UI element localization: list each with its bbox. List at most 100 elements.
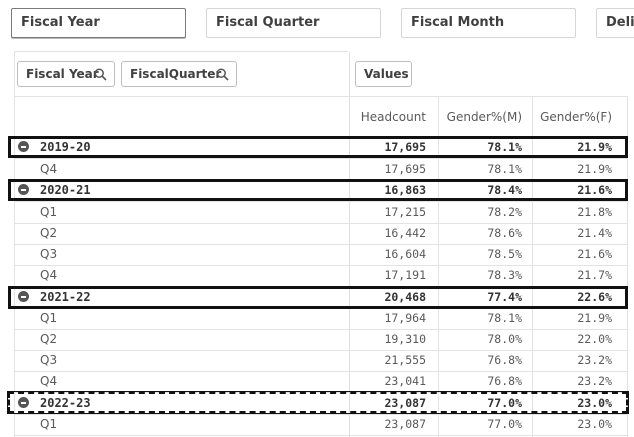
group-row[interactable]: 2022-23 23,087 77.0% 23.0%	[14, 393, 628, 415]
cell-f: 21.6%	[577, 183, 612, 197]
collapse-icon[interactable]	[18, 184, 29, 195]
cell-headcount: 23,087	[384, 417, 426, 431]
row-divider	[14, 371, 628, 372]
filter-fiscal-quarter[interactable]: Fiscal Quarter	[206, 8, 381, 38]
cell-headcount: 17,215	[384, 205, 426, 219]
dimension-chip-label: Fiscal Year	[26, 67, 99, 81]
cell-headcount: 23,041	[384, 374, 426, 388]
cell-f: 23.2%	[577, 353, 612, 367]
cell-headcount: 21,555	[384, 353, 426, 367]
cell-f: 22.6%	[577, 290, 612, 304]
table-row[interactable]: Q3 16,604 78.5% 21.6%	[14, 244, 628, 266]
cell-headcount: 17,191	[384, 268, 426, 282]
row-label: Q2	[40, 226, 58, 240]
dimension-chip-fiscal-quarter[interactable]: FiscalQuarter	[121, 61, 237, 87]
cell-f: 21.9%	[577, 311, 612, 325]
cell-headcount: 17,695	[384, 140, 426, 154]
row-divider	[14, 244, 628, 245]
row-divider	[14, 414, 628, 415]
column-header-headcount[interactable]: Headcount	[360, 110, 426, 124]
cell-f: 23.0%	[577, 417, 612, 431]
cell-f: 21.9%	[577, 162, 612, 176]
cell-m: 77.4%	[487, 290, 522, 304]
header-line	[14, 96, 628, 97]
row-label: Q1	[40, 417, 58, 431]
cell-f: 21.4%	[577, 226, 612, 240]
table-row[interactable]: Q4 23,041 76.8% 23.2%	[14, 371, 628, 393]
search-icon[interactable]	[216, 68, 229, 81]
cell-m: 78.1%	[487, 140, 522, 154]
row-label: 2022-23	[40, 396, 91, 410]
row-label: Q4	[40, 162, 58, 176]
search-icon[interactable]	[94, 68, 107, 81]
cell-m: 78.6%	[487, 226, 522, 240]
table-row[interactable]: Q4 17,695 78.1% 21.9%	[14, 159, 628, 181]
cell-m: 77.0%	[487, 417, 522, 431]
cell-headcount: 17,964	[384, 311, 426, 325]
cell-headcount: 23,087	[384, 396, 426, 410]
cell-headcount: 16,442	[384, 226, 426, 240]
cell-m: 78.1%	[487, 311, 522, 325]
row-label: Q4	[40, 374, 58, 388]
cell-headcount: 17,695	[384, 162, 426, 176]
cell-f: 22.0%	[577, 332, 612, 346]
column-divider	[532, 96, 533, 437]
header-top-line	[14, 51, 348, 52]
cell-f: 21.8%	[577, 205, 612, 219]
cell-f: 21.9%	[577, 140, 612, 154]
cell-headcount: 19,310	[384, 332, 426, 346]
table-row[interactable]: Q1 17,215 78.2% 21.8%	[14, 202, 628, 224]
cell-m: 76.8%	[487, 353, 522, 367]
table-row[interactable]: Q3 21,555 76.8% 23.2%	[14, 350, 628, 372]
cell-headcount: 16,604	[384, 247, 426, 261]
dimension-chip-fiscal-year[interactable]: Fiscal Year	[17, 61, 115, 87]
filter-fiscal-month[interactable]: Fiscal Month	[401, 8, 576, 38]
table-row[interactable]: Q4 17,191 78.3% 21.7%	[14, 265, 628, 287]
cell-m: 78.5%	[487, 247, 522, 261]
row-divider	[14, 223, 628, 224]
group-row[interactable]: 2020-21 16,863 78.4% 21.6%	[14, 180, 628, 202]
cell-f: 21.6%	[577, 247, 612, 261]
cell-f: 21.7%	[577, 268, 612, 282]
cell-f: 23.2%	[577, 374, 612, 388]
row-label: 2021-22	[40, 290, 91, 304]
row-divider	[14, 158, 628, 159]
dimension-chip-label: FiscalQuarter	[130, 67, 222, 81]
collapse-icon[interactable]	[18, 291, 29, 302]
cell-m: 78.0%	[487, 332, 522, 346]
collapse-icon[interactable]	[18, 397, 29, 408]
cell-f: 23.0%	[577, 396, 612, 410]
column-header-gender-f[interactable]: Gender%(F)	[540, 110, 612, 124]
row-label: Q1	[40, 311, 58, 325]
row-divider	[14, 329, 628, 330]
column-header-gender-m[interactable]: Gender%(M)	[446, 110, 522, 124]
cell-m: 78.2%	[487, 205, 522, 219]
filter-fiscal-year[interactable]: Fiscal Year	[11, 8, 186, 38]
row-label: Q1	[40, 205, 58, 219]
table-row[interactable]: Q2 19,310 78.0% 22.0%	[14, 329, 628, 351]
row-divider	[14, 201, 628, 202]
cell-m: 78.3%	[487, 268, 522, 282]
filter-bar: Fiscal Year Fiscal Quarter Fiscal Month …	[0, 0, 634, 48]
row-label: Q3	[40, 353, 58, 367]
column-divider	[627, 96, 628, 437]
row-divider	[14, 350, 628, 351]
cell-m: 78.1%	[487, 162, 522, 176]
group-row[interactable]: 2019-20 17,695 78.1% 21.9%	[14, 137, 628, 159]
values-chip[interactable]: Values	[355, 61, 412, 87]
row-divider	[14, 435, 628, 436]
table-row[interactable]: Q1 17,964 78.1% 21.9%	[14, 308, 628, 330]
row-label: Q2	[40, 332, 58, 346]
table-row[interactable]: Q2 16,442 78.6% 21.4%	[14, 223, 628, 245]
group-row[interactable]: 2021-22 20,468 77.4% 22.6%	[14, 287, 628, 309]
row-label: Q4	[40, 268, 58, 282]
cell-headcount: 16,863	[384, 183, 426, 197]
cell-m: 78.4%	[487, 183, 522, 197]
row-label: 2020-21	[40, 183, 91, 197]
table-row[interactable]: Q1 23,087 77.0% 23.0%	[14, 414, 628, 436]
cell-m: 76.8%	[487, 374, 522, 388]
row-label: 2019-20	[40, 140, 91, 154]
filter-deli[interactable]: Deli	[596, 8, 634, 38]
collapse-icon[interactable]	[18, 141, 29, 152]
column-divider	[438, 96, 439, 437]
